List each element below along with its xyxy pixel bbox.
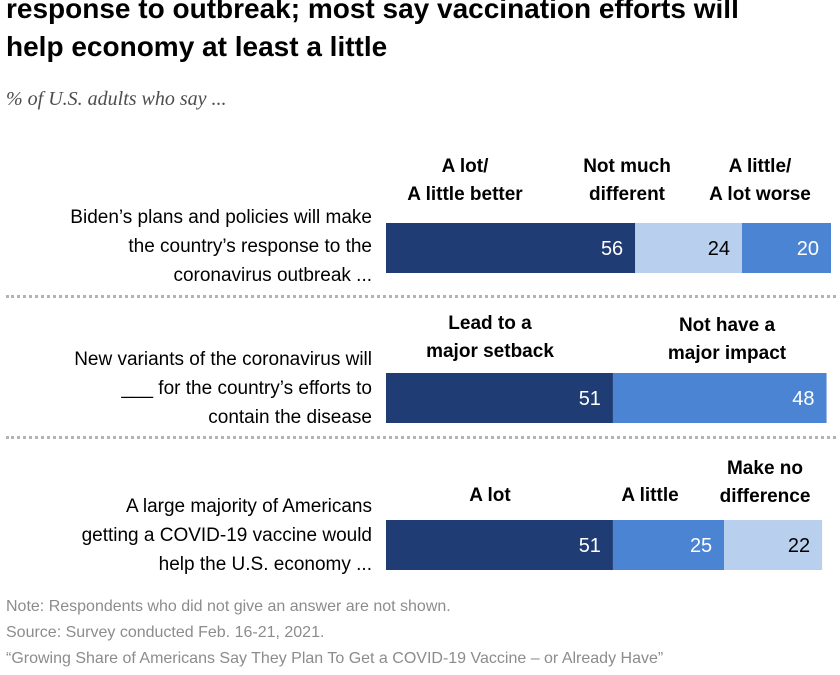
column-header-line: A lot/ (441, 156, 489, 177)
column-header-better: A lot/ A little better (395, 153, 535, 209)
row-separator (6, 295, 836, 298)
column-header-line: Make no (726, 458, 804, 479)
report-title-text: “Growing Share of Americans Say They Pla… (6, 650, 664, 667)
bar-segment-row2-seg1 (386, 373, 613, 423)
row-label-line: ___ for the country’s efforts to (121, 378, 372, 399)
row-label-line: the country’s response to the (128, 236, 372, 257)
row-label-line: getting a COVID-19 vaccine would (81, 525, 372, 546)
column-header-line: Not have a (678, 315, 776, 336)
row-label-line: New variants of the coronavirus will (74, 349, 372, 370)
column-header-line: Lead to a (448, 313, 532, 334)
bar-value-label: 51 (579, 388, 601, 410)
row-label-biden-plans: Biden’s plans and policies will make the… (0, 203, 372, 290)
column-header-line: difference (719, 486, 811, 507)
bar-segment-row3-seg3 (724, 520, 823, 570)
title-line-2: help economy at least a little (6, 31, 388, 62)
row-label-new-variants: New variants of the coronavirus will ___… (0, 345, 372, 432)
bar-value-label: 25 (690, 535, 712, 557)
title-line-1: response to outbreak; most say vaccinati… (6, 0, 739, 24)
column-header-worse: A little/ A lot worse (695, 153, 825, 209)
column-header-line: A little/ (728, 156, 792, 177)
bar-value-label: 48 (792, 388, 814, 410)
column-header-make-no-difference: Make no difference (700, 455, 830, 511)
column-header-line: major setback (426, 341, 554, 362)
row-separator (6, 436, 836, 439)
source-text: Source: Survey conducted Feb. 16-21, 202… (6, 624, 325, 641)
bar-segment-row3-seg2 (612, 520, 725, 570)
row-label-line: A large majority of Americans (125, 496, 372, 517)
column-header-line: different (589, 184, 665, 205)
column-header-a-little: A little (600, 482, 700, 510)
row-label-line: contain the disease (208, 407, 372, 428)
column-header-line: A lot worse (709, 184, 811, 205)
row-label-vaccine-economy: A large majority of Americans getting a … (0, 492, 372, 579)
column-header-not-much-different: Not much different (562, 153, 692, 209)
chart-title: response to outbreak; most say vaccinati… (6, 0, 836, 66)
column-header-no-major-impact: Not have a major impact (652, 312, 802, 368)
bar-segment-row1-seg3 (742, 223, 831, 273)
bar-value-label: 56 (601, 238, 623, 260)
column-header-line: A little better (407, 184, 523, 205)
bar-segment-row1-seg1 (386, 223, 636, 273)
row-label-line: Biden’s plans and policies will make (70, 207, 372, 228)
column-header-a-lot: A lot (440, 482, 540, 510)
note-text: Note: Respondents who did not give an an… (6, 598, 451, 615)
column-header-line: Not much (583, 156, 671, 177)
row-label-line: coronavirus outbreak ... (173, 265, 372, 286)
column-header-line: major impact (667, 343, 787, 364)
bar-value-label: 20 (797, 238, 819, 260)
bar-value-label: 24 (708, 238, 730, 260)
bar-value-label: 51 (579, 535, 601, 557)
column-header-major-setback: Lead to a major setback (415, 310, 565, 366)
bar-segment-row2-seg2 (612, 373, 827, 423)
bar-segment-row1-seg2 (635, 223, 742, 273)
column-header-line: A little (621, 485, 679, 506)
row-label-line: help the U.S. economy ... (158, 554, 372, 575)
bar-segment-row3-seg1 (386, 520, 613, 570)
column-header-line: A lot (469, 485, 511, 506)
chart-subtitle: % of U.S. adults who say ... (6, 88, 227, 110)
bar-value-label: 22 (788, 535, 810, 557)
